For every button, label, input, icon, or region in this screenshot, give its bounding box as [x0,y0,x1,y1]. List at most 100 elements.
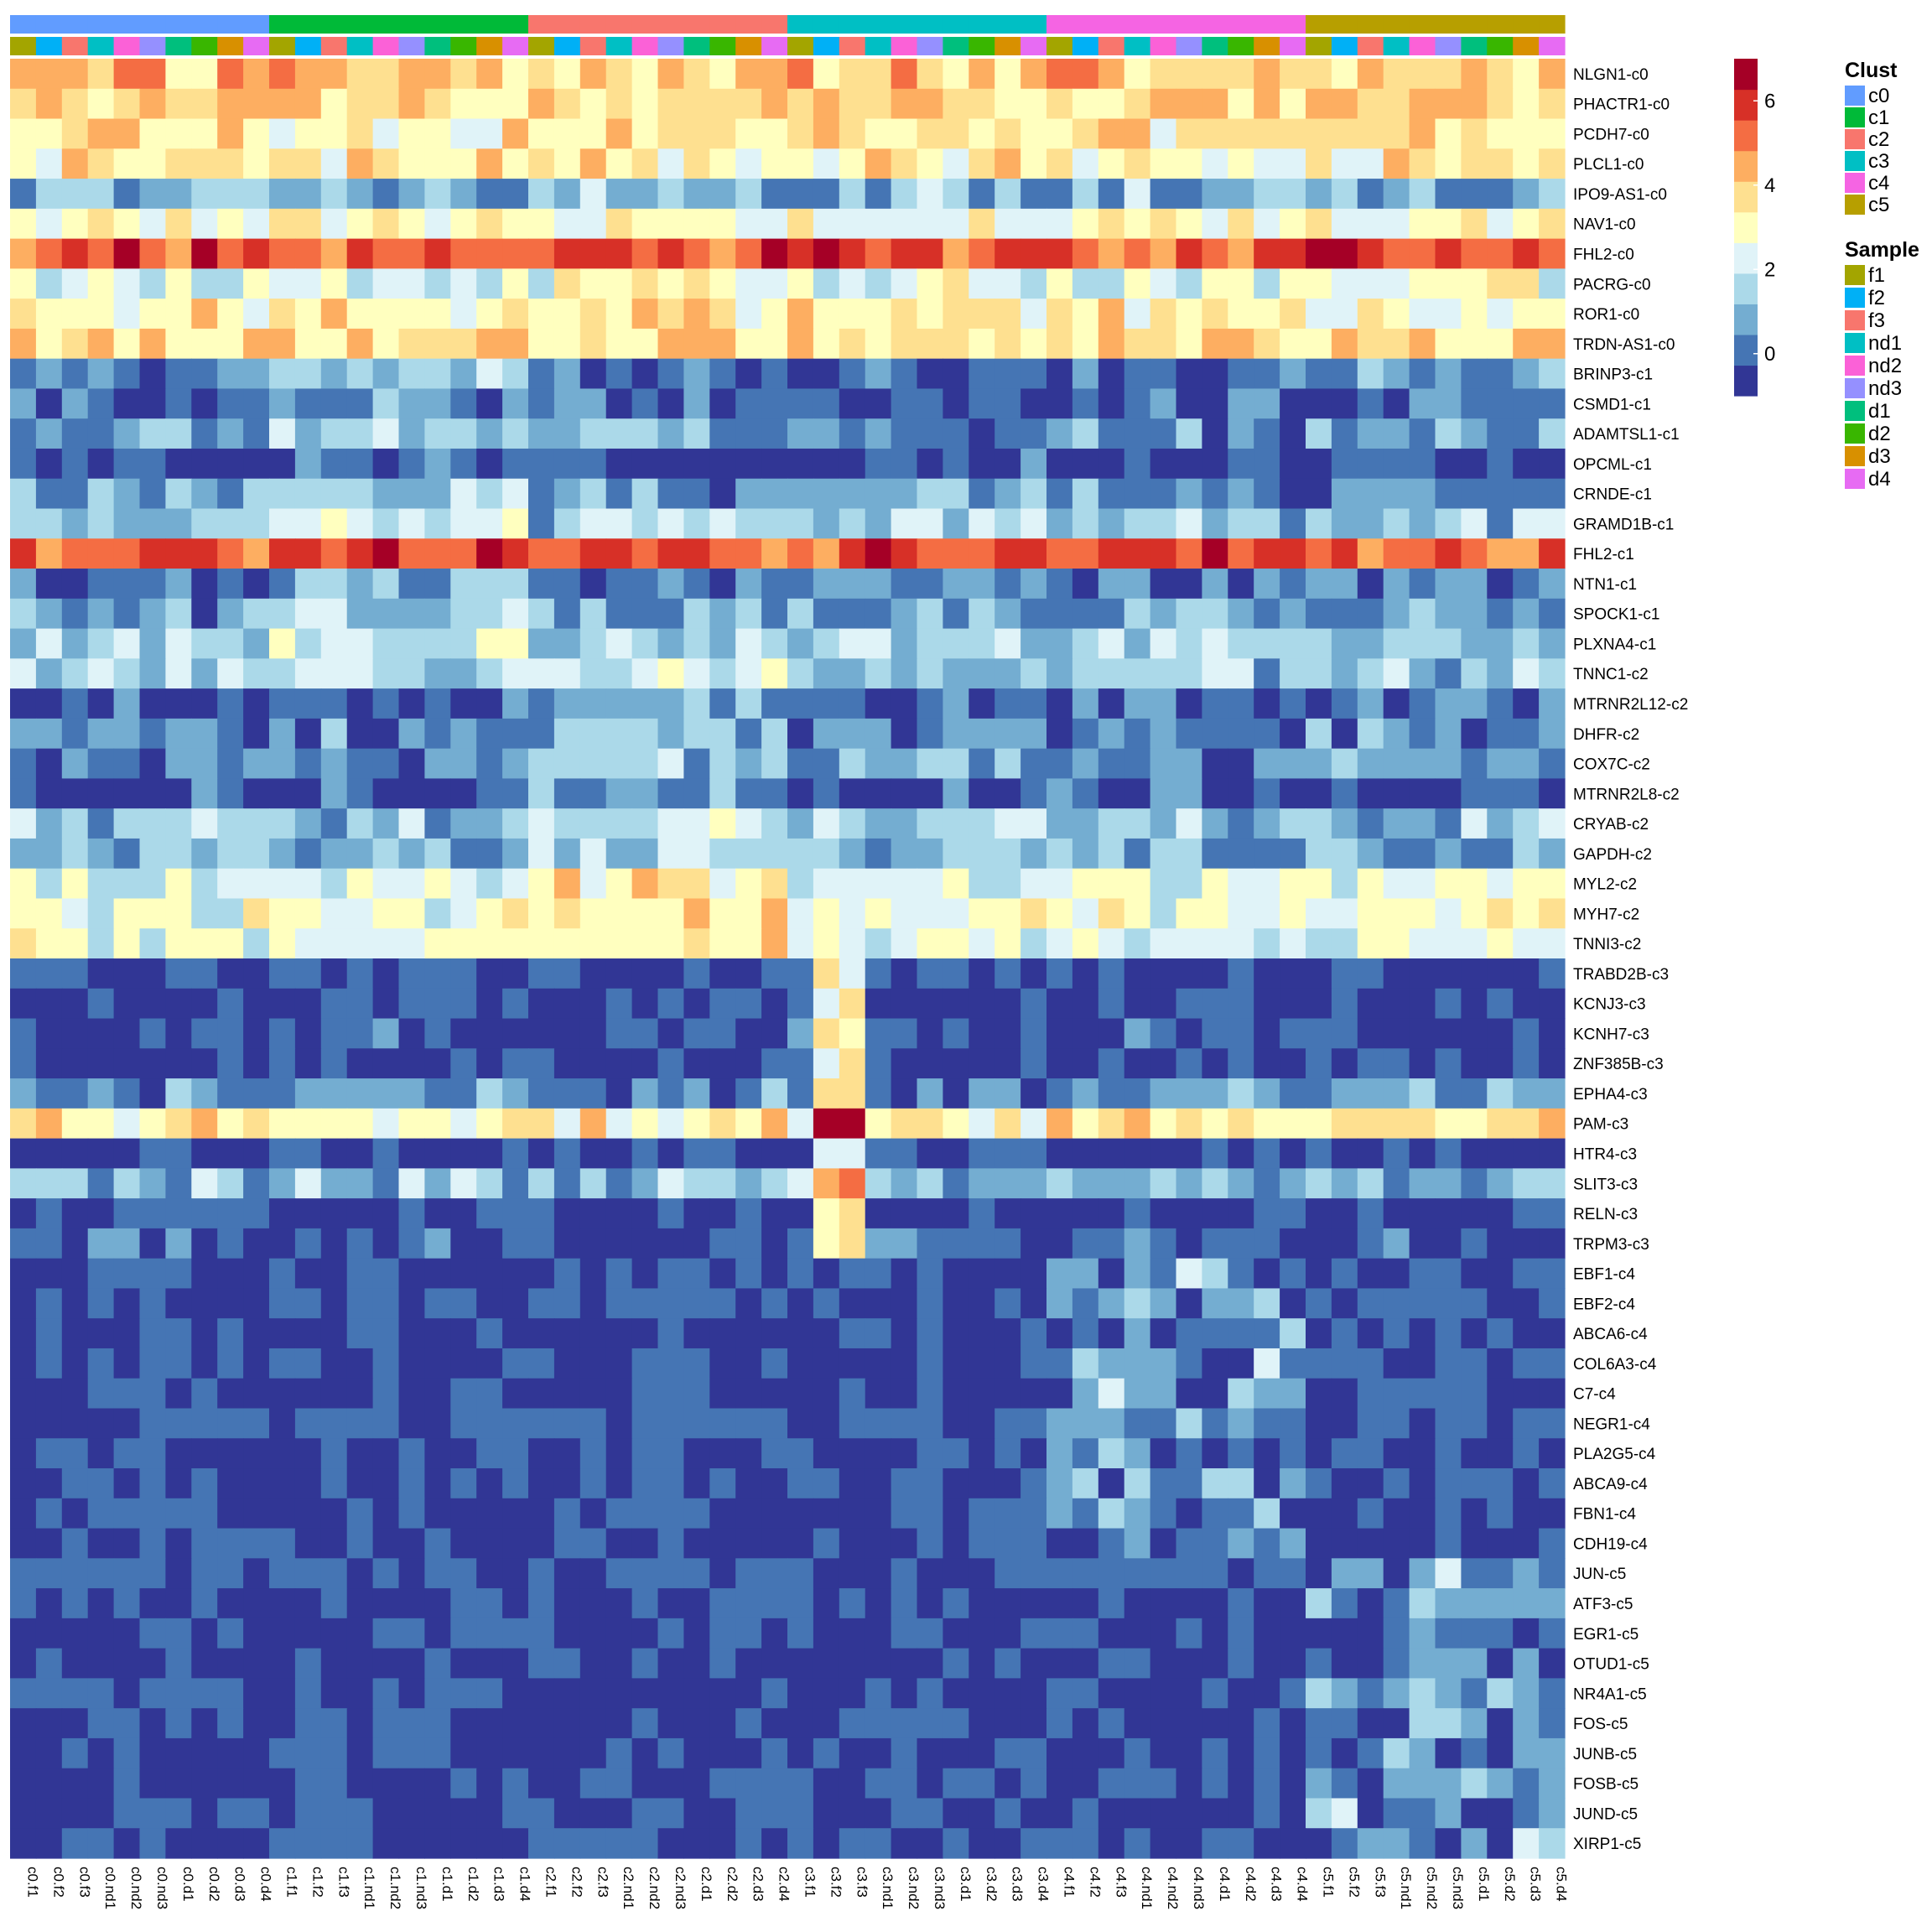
heatmap-cell [269,988,296,1020]
heatmap-cell [1357,928,1384,959]
heatmap-cell [839,1168,866,1199]
heatmap-cell [1331,808,1358,839]
heatmap-cell [476,1828,503,1859]
heatmap-cell [683,208,710,240]
heatmap-cell [346,1648,374,1679]
heatmap-cell [346,838,374,870]
heatmap-cell [1487,1198,1514,1229]
heatmap-cell [398,1348,425,1379]
heatmap-cell [1098,1198,1125,1229]
heatmap-cell [787,1408,814,1439]
heatmap-cell [1021,988,1047,1020]
heatmap-cell [787,958,814,989]
heatmap-cell [787,1468,814,1499]
heatmap-cell [1306,1737,1332,1769]
heatmap-cell [1150,1678,1177,1709]
heatmap-cell [346,1138,374,1169]
heatmap-cell [113,718,141,750]
heatmap-cell [139,988,166,1020]
heatmap-cell [761,358,788,390]
heatmap-cell [113,1678,141,1709]
heatmap-cell [165,658,192,689]
heatmap-cell [813,658,840,689]
heatmap-cell [528,208,555,240]
heatmap-cell [1487,988,1514,1020]
heatmap-cell [217,838,244,870]
heatmap-cell [917,1078,943,1109]
heatmap-cell [683,988,710,1020]
heatmap-cell [1176,1618,1202,1649]
heatmap-cell [657,388,684,419]
heatmap-cell [113,238,141,269]
heatmap-cell [1021,1708,1047,1739]
heatmap-cell [346,1438,374,1469]
heatmap-cell [839,448,866,480]
heatmap-cell [1202,268,1228,299]
heatmap-cell [217,1468,244,1499]
heatmap-cell [217,208,244,240]
heatmap-cell [943,928,969,959]
heatmap-cell [891,1108,918,1140]
heatmap-cell [943,268,969,299]
heatmap-cell [969,1678,995,1709]
heatmap-cell [917,1198,943,1229]
heatmap-cell [943,718,969,750]
heatmap-cell [1435,388,1462,419]
heatmap-cell [735,1558,762,1589]
heatmap-cell [891,238,918,269]
heatmap-cell [1461,1618,1488,1649]
heatmap-cell [839,59,866,90]
heatmap-cell [1357,1318,1384,1349]
heatmap-cell [917,688,943,719]
heatmap-cell [35,538,63,569]
heatmap-cell [709,1318,736,1349]
heatmap-cell [1539,1648,1566,1679]
cluster-legend-swatch [1845,195,1865,215]
heatmap-cell [269,1348,296,1379]
heatmap-cell [1487,388,1514,419]
sample-legend-label: nd2 [1868,355,1902,377]
heatmap-cell [1280,1768,1306,1800]
heatmap-cell [735,1048,762,1079]
heatmap-cell [269,1528,296,1559]
heatmap-cell [502,1018,529,1049]
heatmap-cell [217,569,244,600]
heatmap-cell [1539,1198,1566,1229]
heatmap-cell [839,1018,866,1049]
heatmap-cell [87,388,115,419]
heatmap-cell [1513,1378,1540,1410]
heatmap-cell [605,59,633,90]
heatmap-cell [372,118,400,149]
heatmap-cell [553,388,581,419]
heatmap-cell [450,1318,477,1349]
heatmap-cell [865,1078,892,1109]
row-label: SLIT3-c3 [1573,1176,1638,1193]
column-label: c1.d1 [439,1867,455,1902]
heatmap-cell [1124,1498,1151,1530]
heatmap-cell [1046,1768,1073,1800]
heatmap-cell [891,1798,918,1829]
heatmap-cell [891,1228,918,1259]
heatmap-cell [709,1378,736,1410]
heatmap-cell [372,1768,400,1800]
heatmap-cell [865,718,892,750]
heatmap-cell [217,1588,244,1619]
heatmap-cell [1435,1138,1462,1169]
heatmap-cell [269,569,296,600]
heatmap-cell [243,1018,270,1049]
heatmap-cell [917,928,943,959]
heatmap-cell [1435,478,1462,510]
heatmap-cell [61,538,89,569]
heatmap-cell [1176,1528,1202,1559]
heatmap-cell [1072,1498,1099,1530]
heatmap-cell [657,1828,684,1859]
heatmap-cell [1383,88,1410,120]
heatmap-cell [10,1438,37,1469]
heatmap-cell [1124,1138,1151,1169]
heatmap-cell [528,598,555,630]
heatmap-cell [191,1528,218,1559]
heatmap-cell [1072,238,1099,269]
heatmap-cell [1461,1228,1488,1259]
heatmap-cell [372,1318,400,1349]
heatmap-cell [1228,508,1254,539]
